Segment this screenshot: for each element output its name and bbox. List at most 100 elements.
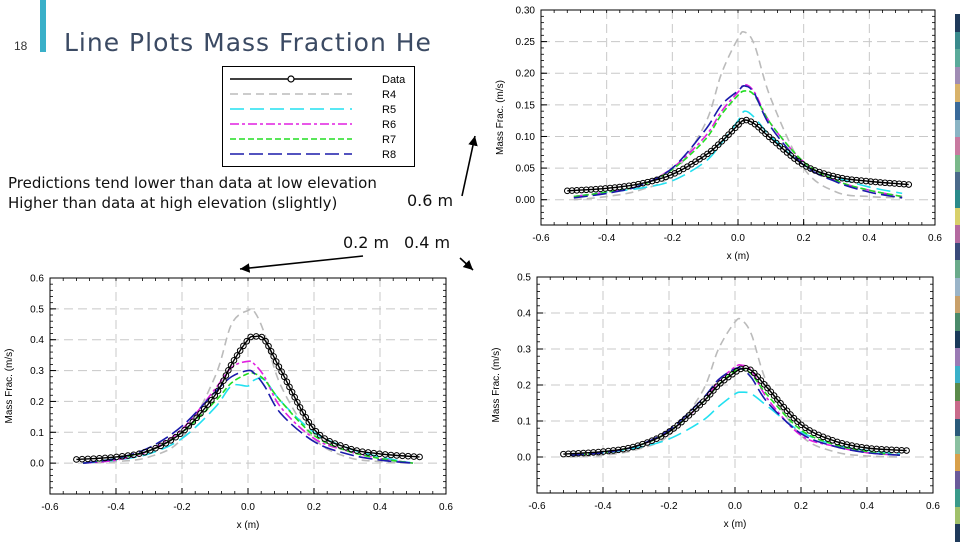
edge-strip-segment [955,242,960,261]
data-marker [193,414,200,422]
edge-strip-segment [955,313,960,331]
data-marker [843,441,851,448]
data-marker [674,422,681,429]
data-marker [565,450,572,458]
x-tick-label: -0.6 [532,233,550,244]
data-marker [757,377,765,384]
data-marker [240,342,247,350]
data-marker [678,418,685,426]
edge-strip-segment [955,401,960,419]
legend-label-r5: R5 [382,104,396,116]
y-tick-label: 0.30 [516,6,536,17]
data-marker [710,387,717,394]
data-marker [770,392,778,399]
edge-strip-segment [955,471,960,490]
data-marker [834,173,842,181]
data-marker [755,123,762,131]
x-tick-label: -0.4 [598,233,616,244]
y-tick-label: 0.20 [516,69,536,80]
y-axis-label: Mass Frac. (m/s) [491,348,502,423]
data-marker [653,176,661,184]
y-tick-label: 0.4 [517,309,531,320]
arrow-to-0-6m-chart [461,135,478,197]
data-marker [735,121,742,128]
data-marker [267,347,275,355]
data-marker [416,453,423,461]
legend-label-data: Data [382,74,406,86]
x-axis-label: x (m) [727,251,750,262]
y-tick-label: 0.1 [30,428,44,439]
data-marker [839,174,846,182]
plot-frame [540,9,936,226]
data-marker [575,450,582,457]
edge-strip-segment [955,49,960,67]
note-line-2: Higher than data at high elevation (slig… [8,194,338,212]
data-marker [891,180,898,187]
data-marker [881,179,889,187]
data-marker [265,342,272,350]
arrow-to-0-4m-chart [459,257,474,271]
x-tick-label: 0.4 [373,502,387,513]
data-marker [236,347,244,354]
data-marker [900,180,908,188]
y-tick-label: 0.5 [30,304,44,315]
data-marker [876,179,884,186]
data-marker [625,182,633,190]
data-marker [609,447,617,454]
data-marker [283,378,291,386]
data-marker [288,388,296,396]
edge-strip-segment [955,66,960,85]
y-axis-label: Mass Frac. (m/s) [495,80,506,155]
data-marker [620,183,628,190]
data-marker [898,446,905,454]
data-marker [853,443,861,450]
x-tick-label: 0.6 [926,501,940,512]
x-axis-label: x (m) [724,519,747,530]
edge-strip-segment [955,14,960,32]
slide-title: Line Plots Mass Fraction He [64,28,432,57]
data-marker [580,449,587,457]
data-marker [780,403,788,411]
data-marker [624,444,632,452]
data-marker [291,393,298,401]
data-marker [321,435,328,442]
data-marker [777,399,784,407]
data-marker [737,365,745,373]
legend-label-r4: R4 [382,89,396,101]
legend-box [222,66,415,167]
data-marker [838,440,846,447]
data-marker [326,438,333,445]
data-marker [217,382,225,390]
y-tick-label: 0.15 [516,100,536,111]
y-tick-label: 0.6 [30,274,44,285]
edge-strip-segment [955,418,960,437]
data-marker [272,358,280,365]
note-line-1: Predictions tend lower than data at low … [8,174,377,192]
x-tick-label: 0.2 [797,233,811,244]
data-marker [644,178,651,186]
x-tick-label: 0.4 [860,501,874,512]
edge-strip-segment [955,365,960,384]
x-tick-label: -0.6 [528,501,546,512]
x-tick-label: -0.2 [173,502,191,513]
title-accent-bar [40,0,46,52]
x-tick-label: 0.2 [307,502,321,513]
y-tick-label: 0.5 [517,273,531,284]
x-tick-label: -0.2 [664,233,682,244]
data-marker [220,377,227,384]
y-tick-label: 0.1 [517,417,531,428]
series-line-r6 [569,363,901,456]
data-marker [606,184,614,192]
data-marker [867,178,875,185]
edge-strip-segment [955,453,960,472]
data-marker [895,180,903,188]
edge-strip-segment [955,225,960,243]
data-marker [747,366,754,374]
edge-strip-segment [955,524,960,542]
data-marker [585,449,592,457]
data-marker [857,177,865,184]
data-marker [853,176,860,184]
data-marker [157,442,165,450]
data-marker [843,175,851,183]
data-marker [893,446,900,454]
